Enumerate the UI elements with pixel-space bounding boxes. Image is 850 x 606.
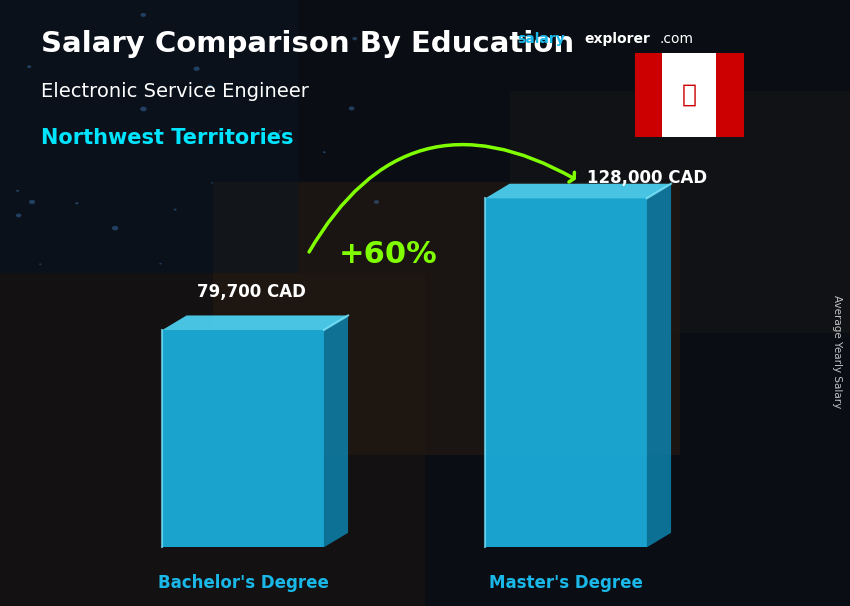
Text: salary: salary [518,33,565,47]
Text: +60%: +60% [339,240,438,269]
Text: explorer: explorer [585,33,650,47]
Circle shape [27,65,31,68]
Text: Average Yearly Salary: Average Yearly Salary [832,295,842,408]
Text: 128,000 CAD: 128,000 CAD [586,168,707,187]
Circle shape [353,37,357,41]
Circle shape [374,200,379,204]
Polygon shape [324,316,348,547]
Text: Northwest Territories: Northwest Territories [41,128,294,148]
Polygon shape [162,330,324,547]
Circle shape [76,202,78,204]
Bar [510,91,850,333]
Text: 79,700 CAD: 79,700 CAD [196,283,306,301]
Bar [717,53,744,137]
Text: 🍁: 🍁 [682,83,697,107]
Bar [0,273,425,606]
Bar [635,53,662,137]
Polygon shape [162,316,348,330]
Circle shape [207,85,212,88]
Circle shape [16,190,19,192]
Text: Master's Degree: Master's Degree [489,573,643,591]
Circle shape [39,264,42,265]
Text: .com: .com [660,33,694,47]
Circle shape [140,107,147,112]
Bar [212,182,680,454]
Circle shape [159,263,162,264]
Bar [0,0,298,273]
Text: Bachelor's Degree: Bachelor's Degree [157,573,329,591]
Circle shape [112,226,118,230]
Polygon shape [647,184,672,547]
Bar [635,53,744,137]
Circle shape [279,130,281,132]
Polygon shape [485,184,672,198]
Text: Salary Comparison By Education: Salary Comparison By Education [41,30,575,58]
Circle shape [348,107,354,110]
Circle shape [211,182,212,184]
Circle shape [173,208,177,211]
Circle shape [278,132,280,134]
Circle shape [194,67,200,71]
Circle shape [29,200,35,204]
Circle shape [140,13,146,17]
Circle shape [16,213,21,218]
Polygon shape [485,198,647,547]
Text: Electronic Service Engineer: Electronic Service Engineer [41,82,309,101]
Circle shape [323,151,326,153]
